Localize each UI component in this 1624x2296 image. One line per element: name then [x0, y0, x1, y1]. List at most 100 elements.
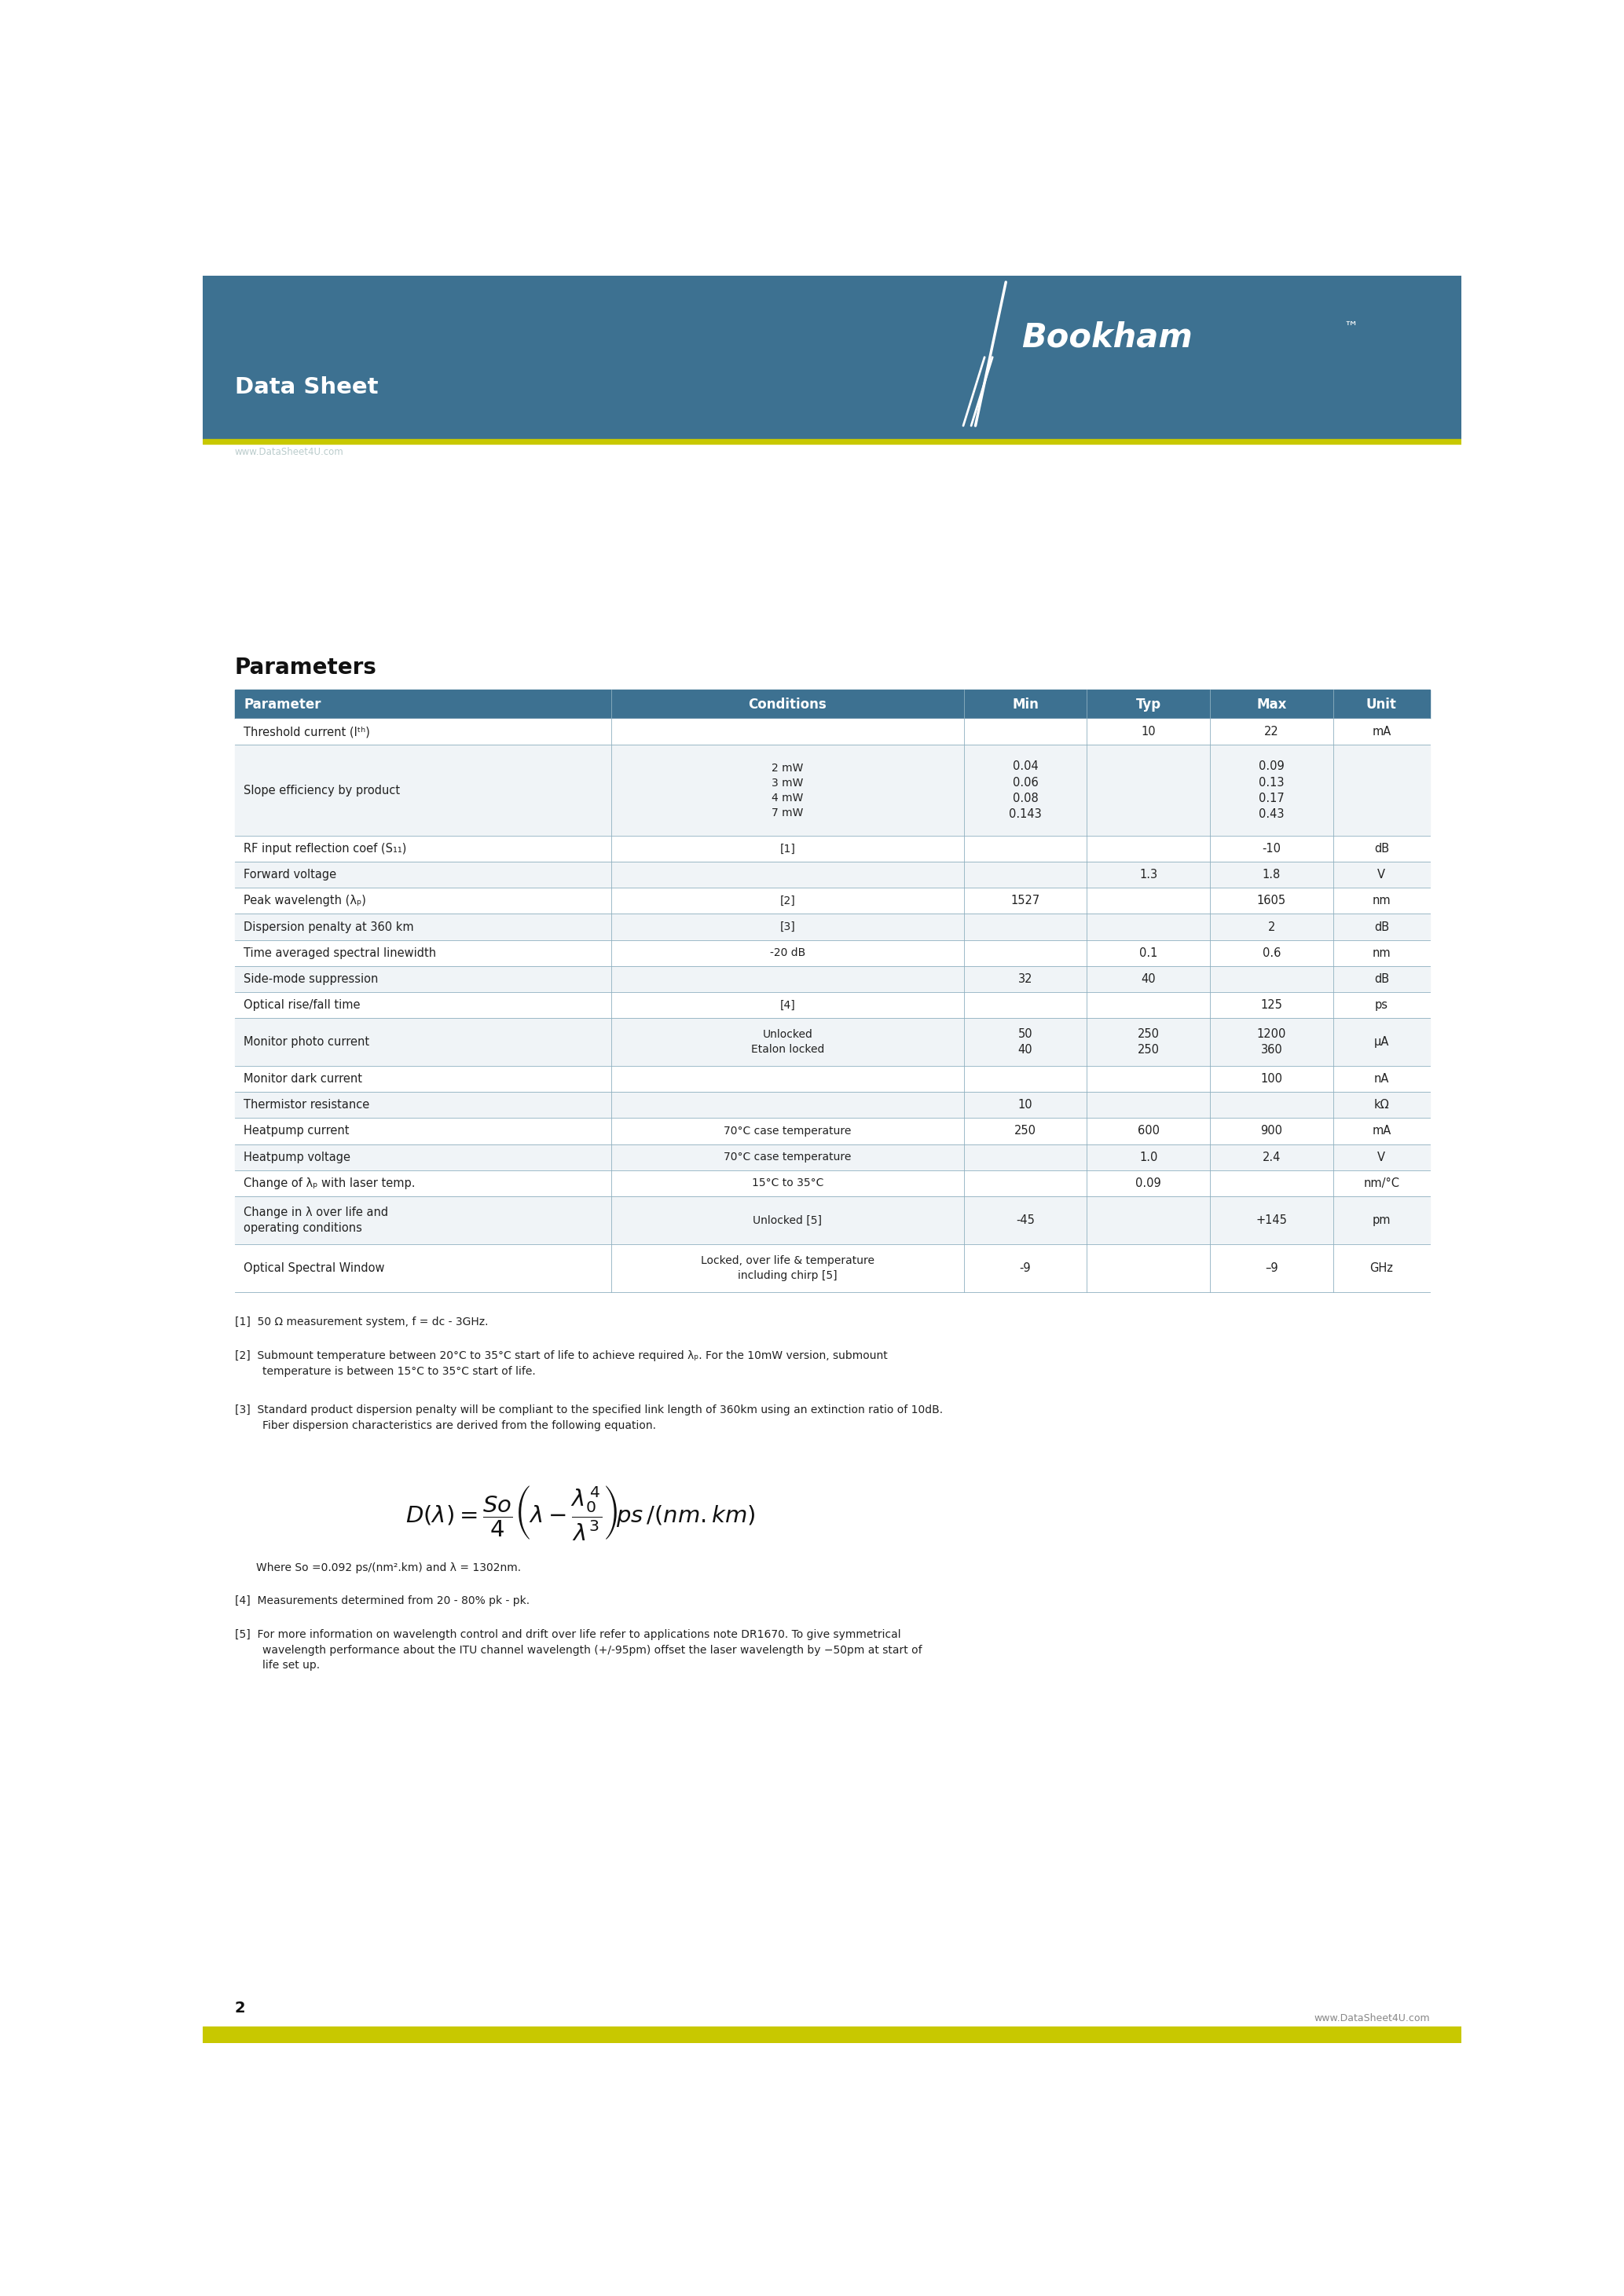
Text: Side-mode suppression: Side-mode suppression — [244, 974, 378, 985]
Text: 1.0: 1.0 — [1140, 1150, 1158, 1164]
Bar — [234, 1118, 1431, 1143]
Text: Unit: Unit — [1366, 698, 1397, 712]
Text: $D(\lambda) = \dfrac{So}{4}\left(\lambda - \dfrac{\lambda_0^{\,4}}{\lambda^3}\ri: $D(\lambda) = \dfrac{So}{4}\left(\lambda… — [404, 1483, 755, 1541]
Text: Heatpump current: Heatpump current — [244, 1125, 349, 1137]
Text: 0.04
0.06
0.08
0.143: 0.04 0.06 0.08 0.143 — [1009, 760, 1041, 820]
Bar — [234, 1171, 1431, 1196]
Text: 125: 125 — [1260, 999, 1283, 1010]
Text: mA: mA — [1372, 1125, 1392, 1137]
Text: GHz: GHz — [1369, 1263, 1393, 1274]
Text: Locked, over life & temperature
including chirp [5]: Locked, over life & temperature includin… — [700, 1256, 874, 1281]
Text: Unlocked [5]: Unlocked [5] — [754, 1215, 822, 1226]
Text: Change of λₚ with laser temp.: Change of λₚ with laser temp. — [244, 1178, 416, 1189]
Text: [2]: [2] — [780, 895, 796, 907]
Text: 15°C to 35°C: 15°C to 35°C — [752, 1178, 823, 1189]
Text: ™: ™ — [1343, 321, 1358, 335]
Text: 0.09: 0.09 — [1135, 1178, 1161, 1189]
Text: nm/°C: nm/°C — [1364, 1178, 1400, 1189]
Text: 1527: 1527 — [1010, 895, 1039, 907]
Text: RF input reflection coef (S₁₁): RF input reflection coef (S₁₁) — [244, 843, 406, 854]
Text: 2: 2 — [234, 2000, 245, 2016]
Text: 250
250: 250 250 — [1137, 1029, 1160, 1056]
Text: 40: 40 — [1142, 974, 1156, 985]
Text: 0.1: 0.1 — [1140, 946, 1158, 960]
Text: [3]  Standard product dispersion penalty will be compliant to the specified link: [3] Standard product dispersion penalty … — [234, 1405, 942, 1430]
Text: 1.8: 1.8 — [1262, 868, 1281, 882]
Text: [1]  50 Ω measurement system, f = dc - 3GHz.: [1] 50 Ω measurement system, f = dc - 3G… — [234, 1316, 489, 1327]
Bar — [234, 719, 1431, 744]
Text: 0.09
0.13
0.17
0.43: 0.09 0.13 0.17 0.43 — [1259, 760, 1285, 820]
Text: 10: 10 — [1018, 1100, 1033, 1111]
Text: Typ: Typ — [1135, 698, 1161, 712]
Bar — [234, 1143, 1431, 1171]
Text: [3]: [3] — [780, 921, 796, 932]
Text: 10: 10 — [1142, 726, 1156, 737]
Bar — [234, 836, 1431, 861]
Text: Bookham: Bookham — [1021, 321, 1192, 354]
Text: Data Sheet: Data Sheet — [234, 377, 378, 397]
Text: V: V — [1377, 868, 1385, 882]
Text: Optical rise/fall time: Optical rise/fall time — [244, 999, 361, 1010]
Text: 32: 32 — [1018, 974, 1033, 985]
Text: Optical Spectral Window: Optical Spectral Window — [244, 1263, 385, 1274]
Text: nm: nm — [1372, 895, 1390, 907]
Text: ps: ps — [1376, 999, 1389, 1010]
Bar — [234, 861, 1431, 889]
Text: –9: –9 — [1265, 1263, 1278, 1274]
Text: Time averaged spectral linewidth: Time averaged spectral linewidth — [244, 946, 437, 960]
Text: [5]  For more information on wavelength control and drift over life refer to app: [5] For more information on wavelength c… — [234, 1630, 922, 1671]
Text: 2 mW
3 mW
4 mW
7 mW: 2 mW 3 mW 4 mW 7 mW — [771, 762, 804, 817]
Bar — [203, 439, 1462, 443]
Text: Thermistor resistance: Thermistor resistance — [244, 1100, 370, 1111]
Text: 2.4: 2.4 — [1262, 1150, 1281, 1164]
Text: 100: 100 — [1260, 1072, 1283, 1086]
Text: μA: μA — [1374, 1035, 1389, 1047]
Bar — [234, 689, 1431, 1293]
Text: Conditions: Conditions — [749, 698, 827, 712]
Bar — [234, 992, 1431, 1017]
Text: Monitor photo current: Monitor photo current — [244, 1035, 370, 1047]
Text: 22: 22 — [1263, 726, 1280, 737]
Text: -10: -10 — [1262, 843, 1281, 854]
Text: 250: 250 — [1015, 1125, 1036, 1137]
Bar — [203, 2027, 1462, 2043]
Text: nm: nm — [1372, 946, 1390, 960]
Text: -20 dB: -20 dB — [770, 948, 806, 957]
Text: dB: dB — [1374, 921, 1389, 932]
Text: www.DataSheet4U.com: www.DataSheet4U.com — [234, 448, 344, 457]
Text: 50
40: 50 40 — [1018, 1029, 1033, 1056]
Text: 1.3: 1.3 — [1140, 868, 1158, 882]
Bar — [203, 276, 1462, 439]
Text: Change in λ over life and
operating conditions: Change in λ over life and operating cond… — [244, 1205, 388, 1233]
Bar — [234, 939, 1431, 967]
Bar — [234, 914, 1431, 939]
Text: 0.6: 0.6 — [1262, 946, 1281, 960]
Text: Peak wavelength (λₚ): Peak wavelength (λₚ) — [244, 895, 367, 907]
Text: 2: 2 — [1268, 921, 1275, 932]
Bar — [234, 1196, 1431, 1244]
Bar — [234, 1093, 1431, 1118]
Bar — [234, 1244, 1431, 1293]
Text: +145: +145 — [1255, 1215, 1288, 1226]
Text: Forward voltage: Forward voltage — [244, 868, 336, 882]
Text: Dispersion penalty at 360 km: Dispersion penalty at 360 km — [244, 921, 414, 932]
Text: Parameter: Parameter — [244, 698, 322, 712]
Text: [4]  Measurements determined from 20 - 80% pk - pk.: [4] Measurements determined from 20 - 80… — [234, 1596, 529, 1607]
Text: dB: dB — [1374, 974, 1389, 985]
Text: V: V — [1377, 1150, 1385, 1164]
Text: mA: mA — [1372, 726, 1392, 737]
Text: 600: 600 — [1137, 1125, 1160, 1137]
Bar — [234, 744, 1431, 836]
Text: 1200
360: 1200 360 — [1257, 1029, 1286, 1056]
Text: 1605: 1605 — [1257, 895, 1286, 907]
Text: Threshold current (Iᵗʰ): Threshold current (Iᵗʰ) — [244, 726, 370, 737]
Text: [1]: [1] — [780, 843, 796, 854]
Text: Slope efficiency by product: Slope efficiency by product — [244, 785, 400, 797]
Text: [2]  Submount temperature between 20°C to 35°C start of life to achieve required: [2] Submount temperature between 20°C to… — [234, 1350, 887, 1378]
Bar — [234, 967, 1431, 992]
Text: Min: Min — [1012, 698, 1039, 712]
Text: Parameters: Parameters — [234, 657, 377, 680]
Text: [4]: [4] — [780, 999, 796, 1010]
Text: nA: nA — [1374, 1072, 1389, 1086]
Text: www.DataSheet4U.com: www.DataSheet4U.com — [1314, 2014, 1431, 2023]
